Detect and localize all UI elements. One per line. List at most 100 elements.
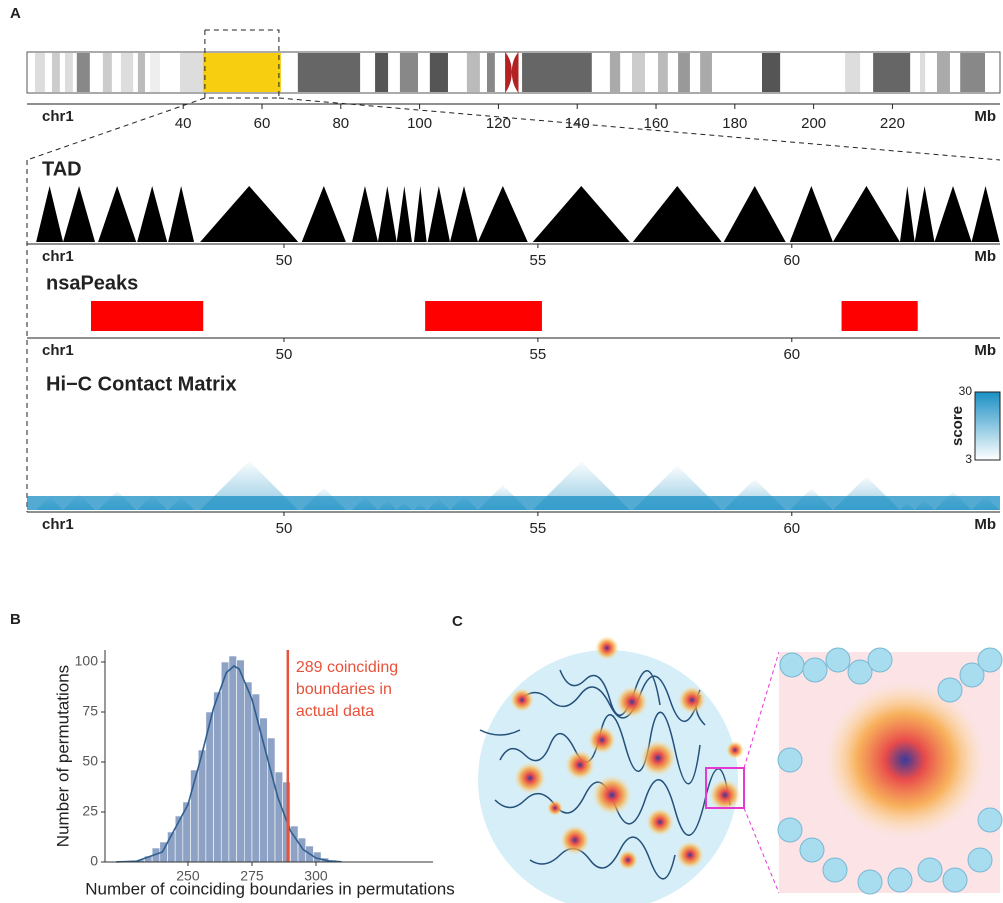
x-tick-label: 60: [783, 346, 800, 363]
tad: [723, 186, 786, 242]
y-tick-label: 50: [82, 753, 98, 769]
zoom-line: [278, 97, 1001, 161]
band: [102, 53, 112, 92]
x-tick-label: 50: [276, 520, 293, 537]
panel-label: B: [10, 611, 21, 628]
tad: [934, 186, 972, 242]
band: [429, 53, 448, 92]
tad: [352, 186, 378, 242]
band: [631, 53, 645, 92]
tad: [200, 186, 299, 242]
track-title: nsaPeaks: [46, 272, 138, 294]
band: [845, 53, 861, 92]
colorbar-label: score: [949, 406, 966, 446]
x-tick-label: 50: [276, 252, 293, 269]
tad: [377, 186, 397, 242]
unit-label: Mb: [974, 108, 996, 125]
x-tick-label: 55: [530, 252, 547, 269]
tad: [413, 186, 427, 242]
band: [180, 53, 203, 92]
x-tick-label: 200: [801, 115, 826, 132]
tad: [396, 186, 412, 242]
y-tick-label: 25: [82, 803, 98, 819]
peak: [425, 301, 542, 331]
band: [375, 53, 389, 92]
hist-bar: [267, 737, 276, 863]
y-tick-label: 100: [75, 653, 99, 669]
x-tick-label: 55: [530, 520, 547, 537]
annotation: 289 coinciding: [296, 659, 398, 676]
x-tick-label: 160: [644, 115, 669, 132]
tad: [632, 186, 722, 242]
x-tick-label: 250: [176, 868, 200, 884]
band: [700, 53, 712, 92]
track-title: TAD: [42, 158, 82, 180]
x-tick-label: 50: [276, 346, 293, 363]
band: [873, 53, 911, 92]
tad: [532, 186, 630, 242]
track-title: Hi−C Contact Matrix: [46, 373, 237, 395]
hist-bar: [243, 681, 253, 863]
tad: [477, 186, 528, 242]
tad: [899, 186, 915, 242]
tad: [168, 186, 195, 242]
band: [35, 53, 45, 92]
tad: [98, 186, 137, 242]
colorbar-tick: 3: [965, 452, 972, 466]
band: [486, 53, 495, 92]
hist-bar: [274, 771, 283, 863]
y-tick-label: 75: [82, 703, 98, 719]
x-tick-label: 60: [783, 520, 800, 537]
x-tick-label: 220: [880, 115, 905, 132]
tad: [789, 186, 833, 242]
x-tick-label: 120: [486, 115, 511, 132]
x-tick-label: 180: [722, 115, 747, 132]
tad: [137, 186, 168, 242]
tad: [971, 186, 1000, 242]
unit-label: Mb: [974, 516, 996, 533]
band: [960, 53, 986, 92]
hist-bar: [236, 659, 245, 863]
x-axis-label: Number of coinciding boundaries in permu…: [85, 879, 454, 898]
chrom-label: chr1: [42, 248, 74, 265]
colorbar-tick: 30: [959, 384, 973, 398]
hist-bar: [228, 655, 237, 863]
highlight: [202, 53, 281, 92]
band: [657, 53, 668, 92]
tad: [450, 186, 478, 242]
panel-label: A: [10, 5, 21, 22]
zoom-line: [26, 97, 206, 161]
x-tick-label: 60: [254, 115, 271, 132]
heatmap: [27, 460, 1000, 510]
x-tick-label: 55: [530, 346, 547, 363]
tad: [427, 186, 451, 242]
x-tick-label: 40: [175, 115, 192, 132]
band: [762, 53, 781, 92]
peak: [90, 301, 204, 331]
band: [297, 53, 361, 92]
band: [64, 53, 73, 92]
band: [76, 53, 90, 92]
x-tick-label: 100: [407, 115, 432, 132]
band: [137, 53, 145, 92]
x-tick-label: 80: [332, 115, 349, 132]
band: [150, 53, 160, 92]
nucleus-illustration: [478, 636, 1003, 903]
tad: [832, 186, 900, 242]
colorbar: [974, 391, 1001, 461]
band: [51, 53, 60, 92]
y-axis-label: Number of permutations: [53, 665, 72, 847]
x-tick-label: 275: [240, 868, 264, 884]
band: [920, 53, 926, 92]
band: [678, 53, 690, 92]
band: [936, 53, 950, 92]
hic-diagonal: [27, 496, 1000, 510]
hist-bar: [174, 815, 184, 863]
unit-label: Mb: [974, 248, 996, 265]
tad: [914, 186, 935, 242]
annotation: boundaries in: [296, 681, 392, 698]
band: [466, 53, 480, 92]
tad: [63, 186, 96, 242]
centromere: [505, 52, 519, 93]
